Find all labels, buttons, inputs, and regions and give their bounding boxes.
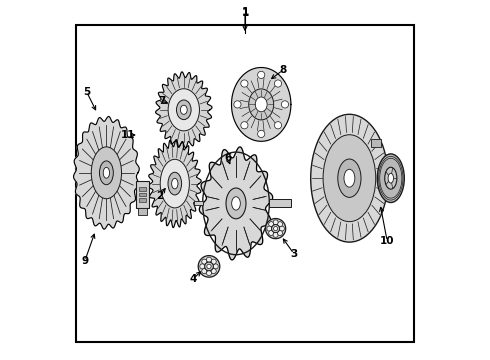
Ellipse shape — [388, 174, 393, 183]
Text: 1: 1 — [242, 8, 248, 18]
Ellipse shape — [168, 172, 182, 195]
Circle shape — [200, 264, 205, 269]
Circle shape — [258, 130, 265, 138]
Text: 2: 2 — [156, 191, 163, 201]
Circle shape — [213, 264, 218, 269]
Ellipse shape — [338, 159, 361, 197]
Text: 3: 3 — [291, 249, 297, 259]
Circle shape — [206, 257, 212, 262]
Text: 7: 7 — [158, 96, 165, 106]
Circle shape — [269, 230, 274, 235]
Ellipse shape — [176, 100, 191, 120]
Circle shape — [258, 71, 265, 78]
Ellipse shape — [103, 167, 110, 178]
Circle shape — [241, 80, 248, 87]
Circle shape — [211, 259, 216, 264]
Bar — [76, 25, 414, 342]
Ellipse shape — [266, 219, 286, 239]
Polygon shape — [148, 140, 201, 228]
Ellipse shape — [207, 264, 211, 269]
Ellipse shape — [232, 197, 240, 210]
Ellipse shape — [385, 167, 397, 189]
Ellipse shape — [99, 161, 113, 185]
Bar — [139, 187, 146, 191]
Ellipse shape — [226, 188, 246, 219]
Ellipse shape — [344, 169, 355, 187]
Circle shape — [202, 269, 207, 274]
Ellipse shape — [180, 105, 187, 114]
Bar — [371, 139, 382, 147]
Text: 11: 11 — [121, 130, 135, 140]
Ellipse shape — [255, 97, 267, 112]
Circle shape — [234, 101, 241, 108]
Ellipse shape — [198, 256, 220, 277]
Ellipse shape — [271, 225, 280, 233]
Polygon shape — [74, 117, 139, 229]
Ellipse shape — [172, 178, 178, 189]
Bar — [136, 181, 148, 208]
Text: 5: 5 — [83, 87, 90, 97]
Ellipse shape — [323, 135, 376, 222]
Ellipse shape — [311, 114, 388, 242]
Polygon shape — [199, 147, 272, 260]
Ellipse shape — [168, 89, 199, 131]
Circle shape — [211, 269, 216, 274]
Polygon shape — [231, 68, 291, 141]
Circle shape — [273, 220, 278, 225]
Circle shape — [274, 80, 282, 87]
Circle shape — [281, 101, 289, 108]
Bar — [138, 208, 147, 215]
Circle shape — [274, 122, 282, 129]
Text: 9: 9 — [81, 256, 88, 266]
Ellipse shape — [377, 154, 404, 202]
Text: 8: 8 — [279, 65, 287, 75]
Circle shape — [241, 122, 248, 129]
Circle shape — [277, 230, 283, 235]
Ellipse shape — [160, 159, 189, 208]
Circle shape — [206, 271, 212, 276]
Ellipse shape — [91, 147, 122, 199]
Circle shape — [269, 222, 274, 227]
Text: 6: 6 — [224, 153, 231, 163]
Polygon shape — [156, 72, 212, 148]
Circle shape — [202, 259, 207, 264]
Bar — [139, 198, 146, 202]
Bar — [194, 202, 203, 205]
Circle shape — [277, 222, 283, 227]
Bar — [270, 199, 291, 207]
Text: 1: 1 — [242, 6, 248, 17]
Circle shape — [273, 232, 278, 237]
Ellipse shape — [205, 262, 213, 271]
Ellipse shape — [273, 226, 278, 231]
Text: 10: 10 — [380, 236, 394, 246]
Circle shape — [267, 226, 272, 231]
Ellipse shape — [249, 89, 274, 120]
Circle shape — [279, 226, 284, 231]
Bar — [139, 193, 146, 196]
Text: 4: 4 — [189, 274, 196, 284]
